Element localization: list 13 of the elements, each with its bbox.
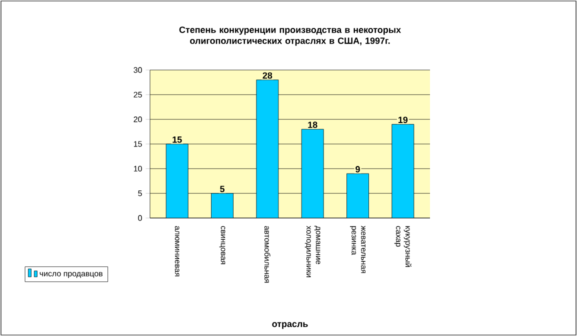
bar xyxy=(166,144,188,218)
data-label: 19 xyxy=(398,116,408,124)
chart-title: Степень конкуренции производства в некоторых олигополистических отраслях в США, 1997г. xyxy=(179,26,401,46)
data-label: 9 xyxy=(356,166,360,172)
bar xyxy=(256,80,279,218)
bar xyxy=(301,129,324,218)
data-label: 28 xyxy=(262,72,272,79)
data-label: 15 xyxy=(172,136,182,143)
bar xyxy=(211,193,234,218)
data-label: 5 xyxy=(220,186,224,192)
bar xyxy=(346,173,369,218)
data-label: 18 xyxy=(308,122,318,128)
x-axis-title: отрасль xyxy=(272,322,308,329)
